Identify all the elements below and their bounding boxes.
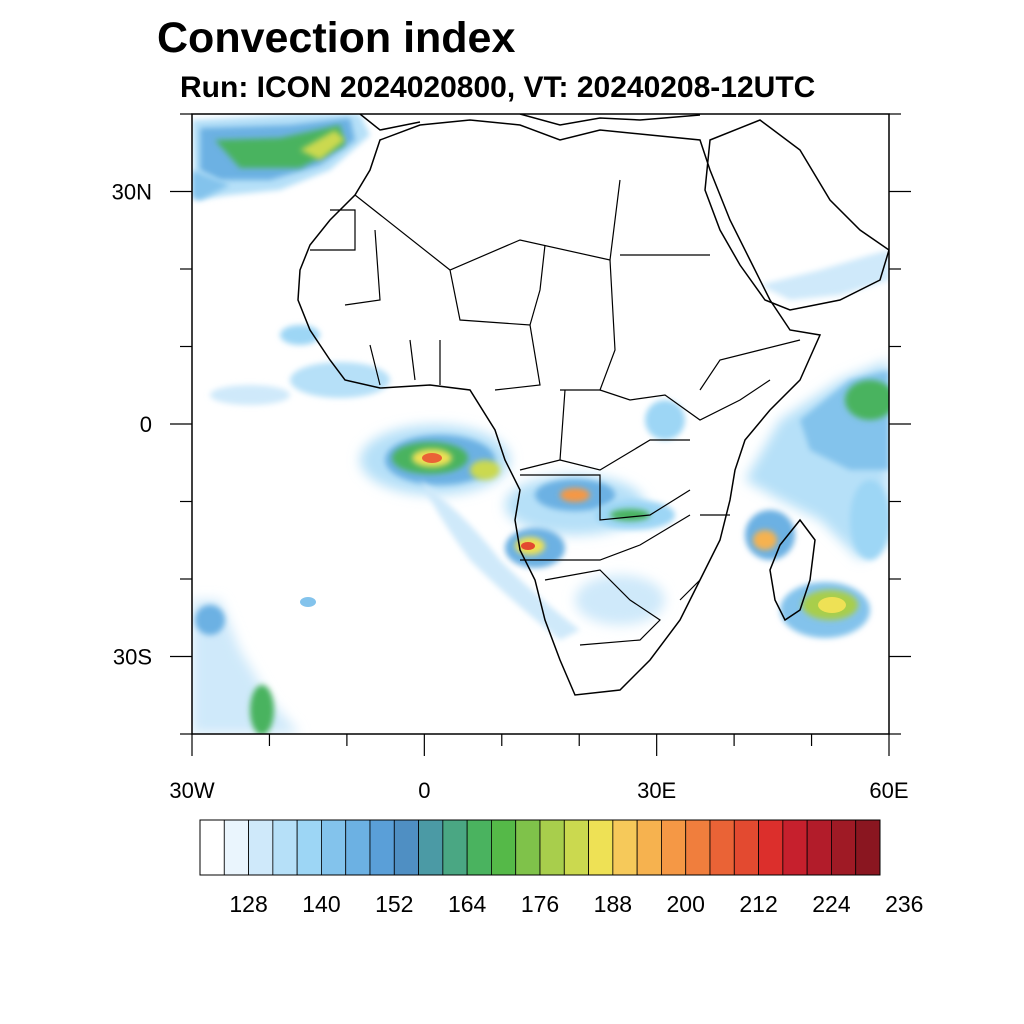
y-tick-label: 30S xyxy=(113,645,152,670)
colorbar-swatch xyxy=(466,819,492,876)
colorbar-swatch xyxy=(345,819,371,876)
colorbar-swatch xyxy=(199,819,225,876)
colorbar-frame xyxy=(199,819,881,876)
field-congo-angola xyxy=(505,400,685,625)
field-south-atlantic xyxy=(192,597,316,734)
field-indian-ocean xyxy=(745,360,889,638)
colorbar-swatch xyxy=(733,819,759,876)
x-tick-label: 30E xyxy=(637,778,676,803)
colorbar-tick-label: 164 xyxy=(448,891,487,917)
x-tick-label: 60E xyxy=(869,778,908,803)
colorbar-swatch xyxy=(248,819,274,876)
plot-area xyxy=(192,114,889,734)
colorbar-swatch xyxy=(636,819,662,876)
colorbar-tick-label: 188 xyxy=(594,891,632,917)
colorbar-swatch xyxy=(782,819,808,876)
colorbar-swatch xyxy=(855,819,881,876)
colorbar-swatch xyxy=(806,819,832,876)
colorbar-tick-label: 200 xyxy=(667,891,705,917)
colorbar-tick-label: 128 xyxy=(229,891,267,917)
colorbar-tick-label: 236 xyxy=(885,891,923,917)
x-tick-label: 30W xyxy=(169,778,214,803)
colorbar-swatch xyxy=(758,819,784,876)
colorbar-swatch xyxy=(393,819,419,876)
colorbar: 128 140 152 164 176 188 200 212 224 236 xyxy=(199,819,923,917)
colorbar-swatch xyxy=(612,819,638,876)
colorbar-swatch xyxy=(491,819,517,876)
map-subtitle: Run: ICON 2024020800, VT: 20240208-12UTC xyxy=(180,71,816,104)
colorbar-swatch xyxy=(515,819,541,876)
colorbar-swatch xyxy=(321,819,347,876)
colorbar-tick-label: 212 xyxy=(739,891,777,917)
x-tick-label: 0 xyxy=(418,778,430,803)
y-tick-label: 0 xyxy=(140,412,152,437)
colorbar-swatch xyxy=(661,819,687,876)
colorbar-swatch xyxy=(369,819,395,876)
colorbar-swatch xyxy=(223,819,249,876)
colorbar-swatch xyxy=(831,819,857,876)
colorbar-tick-label: 176 xyxy=(521,891,559,917)
colorbar-swatch xyxy=(272,819,298,876)
colorbar-swatch xyxy=(709,819,735,876)
map-axes: 30W 0 30E 60E 30N 0 30S xyxy=(112,113,911,803)
y-tick-label: 30N xyxy=(112,180,152,205)
country-borders xyxy=(310,179,801,646)
field-arabian-sea xyxy=(760,250,889,300)
colorbar-swatch xyxy=(296,819,322,876)
colorbar-swatch xyxy=(442,819,468,876)
map-title: Convection index xyxy=(157,14,516,62)
colorbar-swatch xyxy=(685,819,711,876)
field-north-atlantic xyxy=(192,114,370,200)
colorbar-tick-label: 224 xyxy=(812,891,851,917)
colorbar-tick-label: 152 xyxy=(375,891,413,917)
colorbar-swatch xyxy=(563,819,589,876)
colorbar-swatch xyxy=(588,819,614,876)
colorbar-swatch xyxy=(539,819,565,876)
coastlines xyxy=(297,114,889,696)
colorbar-tick-label: 140 xyxy=(302,891,340,917)
colorbar-swatch xyxy=(418,819,444,876)
field-west-africa xyxy=(210,325,390,405)
